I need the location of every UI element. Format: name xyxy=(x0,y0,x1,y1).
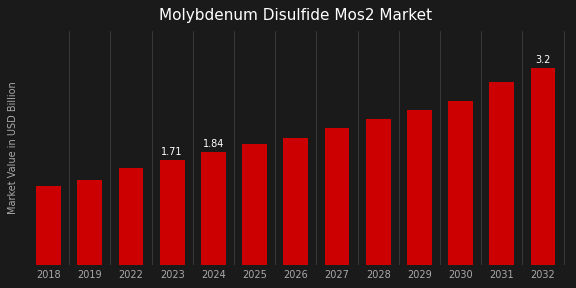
Bar xyxy=(490,82,514,265)
Bar xyxy=(119,168,143,265)
Bar xyxy=(36,186,61,265)
Bar xyxy=(325,128,349,265)
Bar xyxy=(242,144,267,265)
Text: 1.71: 1.71 xyxy=(161,147,183,157)
Bar xyxy=(530,68,555,265)
Title: Molybdenum Disulfide Mos2 Market: Molybdenum Disulfide Mos2 Market xyxy=(159,8,433,23)
Bar xyxy=(201,152,226,265)
Bar xyxy=(77,180,102,265)
Bar xyxy=(407,110,432,265)
Y-axis label: Market Value in USD Billion: Market Value in USD Billion xyxy=(8,82,18,215)
Bar xyxy=(283,138,308,265)
Bar xyxy=(366,119,391,265)
Text: 1.84: 1.84 xyxy=(203,139,224,149)
Bar xyxy=(448,101,473,265)
Bar xyxy=(160,160,184,265)
Text: 3.2: 3.2 xyxy=(535,55,551,65)
